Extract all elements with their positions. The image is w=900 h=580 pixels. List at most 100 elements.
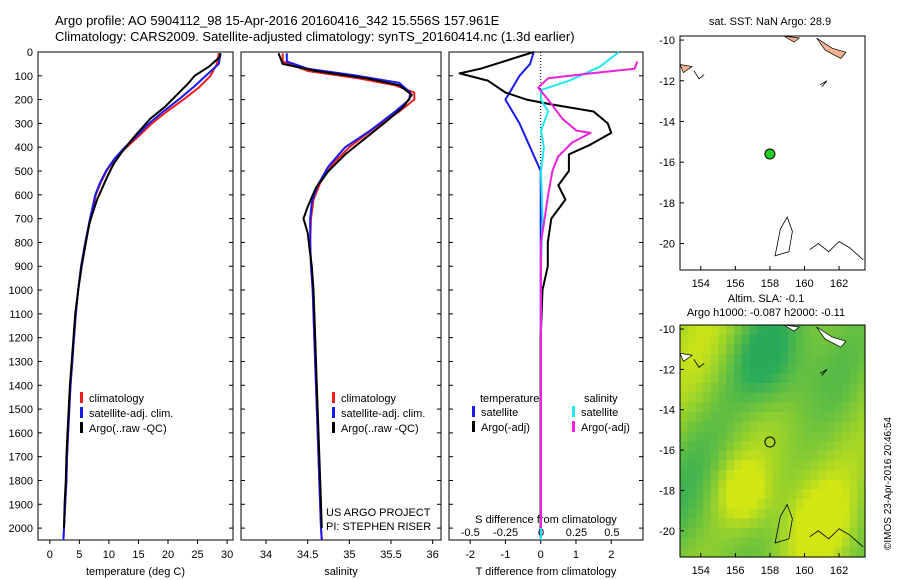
sla-cell — [718, 373, 727, 384]
sla-cell — [734, 354, 743, 365]
sla-cell — [726, 383, 735, 394]
sla-cell — [718, 470, 727, 481]
page-subtitle: Climatology: CARS2009. Satellite-adjuste… — [55, 29, 575, 44]
sla-cell — [818, 344, 828, 355]
sla-cell — [764, 402, 774, 413]
sla-cell — [741, 479, 750, 490]
x-tick-label: -2 — [465, 549, 475, 561]
sla-cell — [749, 518, 758, 529]
sla-cell — [787, 489, 797, 500]
sla-cell — [695, 499, 704, 510]
sla-cell — [764, 441, 774, 452]
map-x-tick-label: 156 — [726, 565, 744, 577]
sla-cell — [841, 450, 851, 461]
sla-cell — [741, 363, 750, 374]
map-y-tick-label: -20 — [659, 526, 675, 538]
sla-cell — [710, 450, 720, 461]
sla-cell — [818, 373, 828, 384]
sla-cell — [764, 450, 774, 461]
series-line-blue — [285, 53, 412, 541]
sla-cell — [695, 489, 704, 500]
sla-cell — [764, 421, 774, 432]
sla-cell — [680, 528, 689, 539]
x-tick-label: 34.5 — [297, 549, 318, 561]
sla-cell — [826, 383, 835, 394]
sla-cell — [687, 363, 696, 374]
sla-cell — [772, 537, 781, 548]
sla-cell — [757, 460, 766, 471]
sla-cell — [780, 421, 789, 432]
sla-cell — [818, 518, 828, 529]
sla-cell — [741, 537, 750, 548]
sla-cell — [857, 334, 866, 345]
map-y-tick-label: -10 — [659, 324, 675, 336]
sla-cell — [718, 499, 727, 510]
sla-cell — [787, 528, 797, 539]
sla-cell — [695, 383, 704, 394]
sla-cell — [787, 537, 797, 548]
sla-cell — [718, 421, 727, 432]
sla-cell — [772, 479, 781, 490]
sla-cell — [734, 363, 743, 374]
reef-contour — [809, 241, 864, 261]
sla-cell — [818, 479, 828, 490]
sla-cell — [826, 325, 835, 336]
sla-cell — [695, 547, 704, 558]
sla-cell — [841, 412, 851, 423]
sla-cell — [734, 479, 743, 490]
sla-cell — [695, 373, 704, 384]
sla-cell — [749, 460, 758, 471]
sla-cell — [818, 363, 828, 374]
sla-cell — [687, 402, 696, 413]
sla-cell — [757, 508, 766, 519]
legend-swatch — [80, 392, 83, 403]
sla-cell — [780, 344, 789, 355]
map-y-tick-label: -16 — [659, 157, 675, 169]
sla-cell — [741, 489, 750, 500]
sla-cell — [703, 528, 712, 539]
sla-cell — [680, 460, 689, 471]
sla-cell — [787, 479, 797, 490]
sla-cell — [680, 363, 689, 374]
s-axis-label: S difference from climatology — [475, 514, 617, 526]
y-tick-label: 1400 — [9, 380, 33, 392]
sla-cell — [780, 373, 789, 384]
sla-cell — [780, 325, 789, 336]
sla-cell — [841, 325, 851, 336]
sla-cell — [857, 441, 866, 452]
reef-contour — [693, 70, 705, 80]
x-tick-label: 0 — [538, 549, 544, 561]
sla-cell — [710, 460, 720, 471]
sla-cell — [787, 470, 797, 481]
sla-cell — [826, 518, 835, 529]
sla-cell — [741, 547, 750, 558]
map-title: Argo h1000: -0.087 h2000: -0.11 — [687, 307, 845, 319]
sla-cell — [772, 489, 781, 500]
sla-cell — [857, 421, 866, 432]
sla-cell — [680, 450, 689, 461]
sla-cell — [718, 344, 727, 355]
y-tick-label: 300 — [15, 118, 33, 130]
sla-cell — [749, 354, 758, 365]
y-tick-label: 200 — [15, 95, 33, 107]
sla-cell — [726, 460, 735, 471]
sla-cell — [772, 325, 781, 336]
sla-cell — [834, 373, 843, 384]
sla-cell — [772, 392, 781, 403]
sla-cell — [749, 508, 758, 519]
sla-cell — [734, 431, 743, 442]
sla-cell — [703, 344, 712, 355]
sla-cell — [764, 354, 774, 365]
sla-cell — [795, 334, 804, 345]
sla-cell — [849, 334, 858, 345]
sla-cell — [818, 460, 828, 471]
sla-cell — [826, 412, 835, 423]
sla-cell — [857, 412, 866, 423]
x-tick-label: 35.5 — [380, 549, 401, 561]
sla-cell — [757, 441, 766, 452]
sla-cell — [710, 537, 720, 548]
sla-cell — [734, 402, 743, 413]
sla-cell — [811, 363, 820, 374]
sla-cell — [749, 537, 758, 548]
legend-label: Argo(..raw -QC) — [341, 423, 419, 435]
